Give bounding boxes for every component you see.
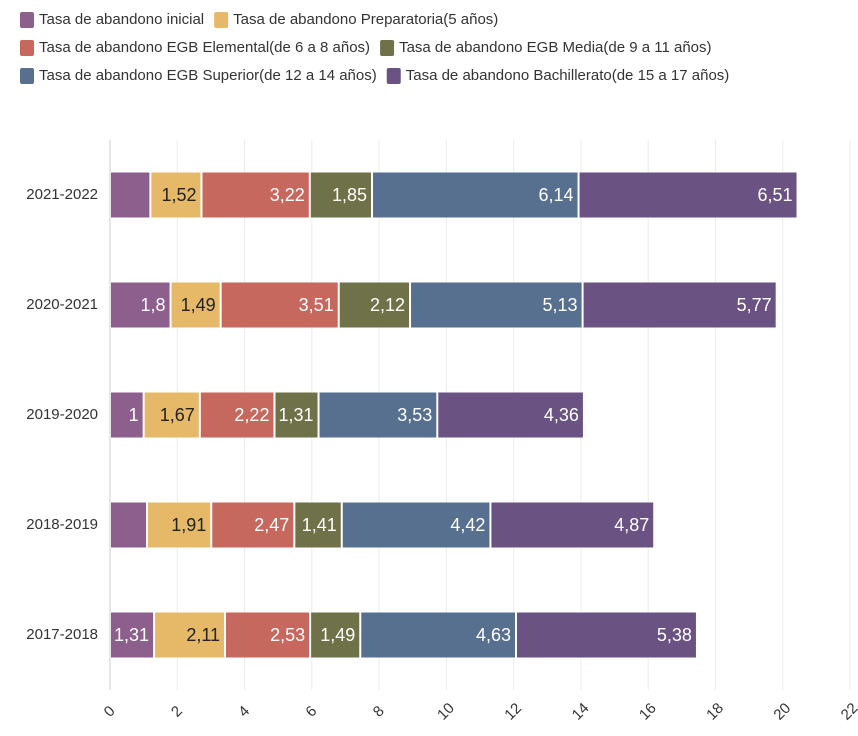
data-label: 3,53 <box>397 405 432 425</box>
legend-label: Tasa de abandono EGB Superior(de 12 a 14… <box>39 67 377 84</box>
x-tick-label: 2 <box>168 703 186 721</box>
data-label: 1 <box>129 405 139 425</box>
bar-segment <box>491 502 654 548</box>
data-label: 3,51 <box>299 295 334 315</box>
x-tick-label: 22 <box>838 700 858 724</box>
bar-segment <box>311 612 360 658</box>
data-label: 4,36 <box>544 405 579 425</box>
bar-segment <box>200 392 274 438</box>
x-tick-label: 18 <box>703 700 727 724</box>
data-label: 5,13 <box>543 295 578 315</box>
bar-segment <box>111 172 150 218</box>
y-tick-label: 2019-2020 <box>26 406 98 423</box>
y-tick-label: 2018-2019 <box>26 516 98 533</box>
data-label: 3,22 <box>270 185 305 205</box>
bar-segment <box>111 502 146 548</box>
bar-segment <box>155 612 225 658</box>
data-label: 4,87 <box>614 515 649 535</box>
bar-segment <box>148 502 211 548</box>
bar-segment <box>579 172 797 218</box>
bar-segment <box>202 172 309 218</box>
legend-swatch <box>380 40 395 56</box>
legend-label: Tasa de abandono EGB Media(de 9 a 11 año… <box>399 39 711 56</box>
y-tick-label: 2017-2018 <box>26 626 98 643</box>
data-label: 1,52 <box>161 185 196 205</box>
y-tick-label: 2021-2022 <box>26 186 98 203</box>
data-label: 1,49 <box>181 295 216 315</box>
data-label: 1,85 <box>332 185 367 205</box>
bar-segment <box>212 502 294 548</box>
legend-swatch <box>214 12 229 28</box>
bar-segment <box>339 282 410 328</box>
data-label: 1,31 <box>278 405 313 425</box>
data-label: 2,22 <box>234 405 269 425</box>
x-tick-label: 14 <box>569 700 593 724</box>
bar-segment <box>275 392 318 438</box>
bar-segment <box>295 502 341 548</box>
data-label: 1,41 <box>302 515 337 535</box>
x-tick-label: 6 <box>302 703 320 721</box>
data-label: 5,38 <box>657 625 692 645</box>
y-tick-label: 2020-2021 <box>26 296 98 313</box>
bar-segment <box>111 282 170 328</box>
bar-segment <box>171 282 220 328</box>
data-label: 6,14 <box>539 185 574 205</box>
bar-segment <box>226 612 310 658</box>
data-label: 2,53 <box>270 625 305 645</box>
data-label: 6,51 <box>757 185 792 205</box>
data-label: 1,31 <box>114 625 149 645</box>
bar-segment <box>411 282 582 328</box>
legend-swatch <box>20 40 34 56</box>
legend-label: Tasa de abandono Bachillerato(de 15 a 17… <box>406 67 730 84</box>
bar-segment <box>583 282 776 328</box>
bar-segment <box>310 172 372 218</box>
legend-label: Tasa de abandono inicial <box>39 11 204 28</box>
legend-label: Tasa de abandono EGB Elemental(de 6 a 8 … <box>39 39 370 56</box>
bar-segment <box>111 612 154 658</box>
x-tick-label: 20 <box>770 700 794 724</box>
data-label: 1,49 <box>320 625 355 645</box>
data-label: 1,67 <box>160 405 195 425</box>
bar-segment <box>319 392 437 438</box>
data-label: 2,12 <box>370 295 405 315</box>
data-label: 1,8 <box>141 295 166 315</box>
bar-segment <box>144 392 199 438</box>
data-label: 2,47 <box>254 515 289 535</box>
bar-segment <box>111 392 143 438</box>
data-label: 4,63 <box>476 625 511 645</box>
bar-segment <box>342 502 490 548</box>
legend-swatch <box>20 12 34 28</box>
data-label: 5,77 <box>737 295 772 315</box>
x-tick-label: 12 <box>501 700 525 724</box>
legend-swatch <box>20 68 34 84</box>
data-label: 2,11 <box>186 625 220 645</box>
legend-label: Tasa de abandono Preparatoria(5 años) <box>233 11 498 28</box>
x-tick-label: 4 <box>235 703 253 721</box>
x-tick-label: 10 <box>434 700 458 724</box>
legend-swatch <box>386 68 401 84</box>
bar-segment <box>373 172 578 218</box>
x-tick-label: 0 <box>101 703 119 721</box>
bar-segment <box>361 612 515 658</box>
bar-segment <box>221 282 338 328</box>
bar-segment <box>151 172 201 218</box>
bar-segment <box>516 612 696 658</box>
bar-segment <box>438 392 583 438</box>
data-label: 1,91 <box>171 515 206 535</box>
x-tick-label: 16 <box>636 700 660 724</box>
data-label: 4,42 <box>450 515 485 535</box>
x-tick-label: 8 <box>370 703 388 721</box>
